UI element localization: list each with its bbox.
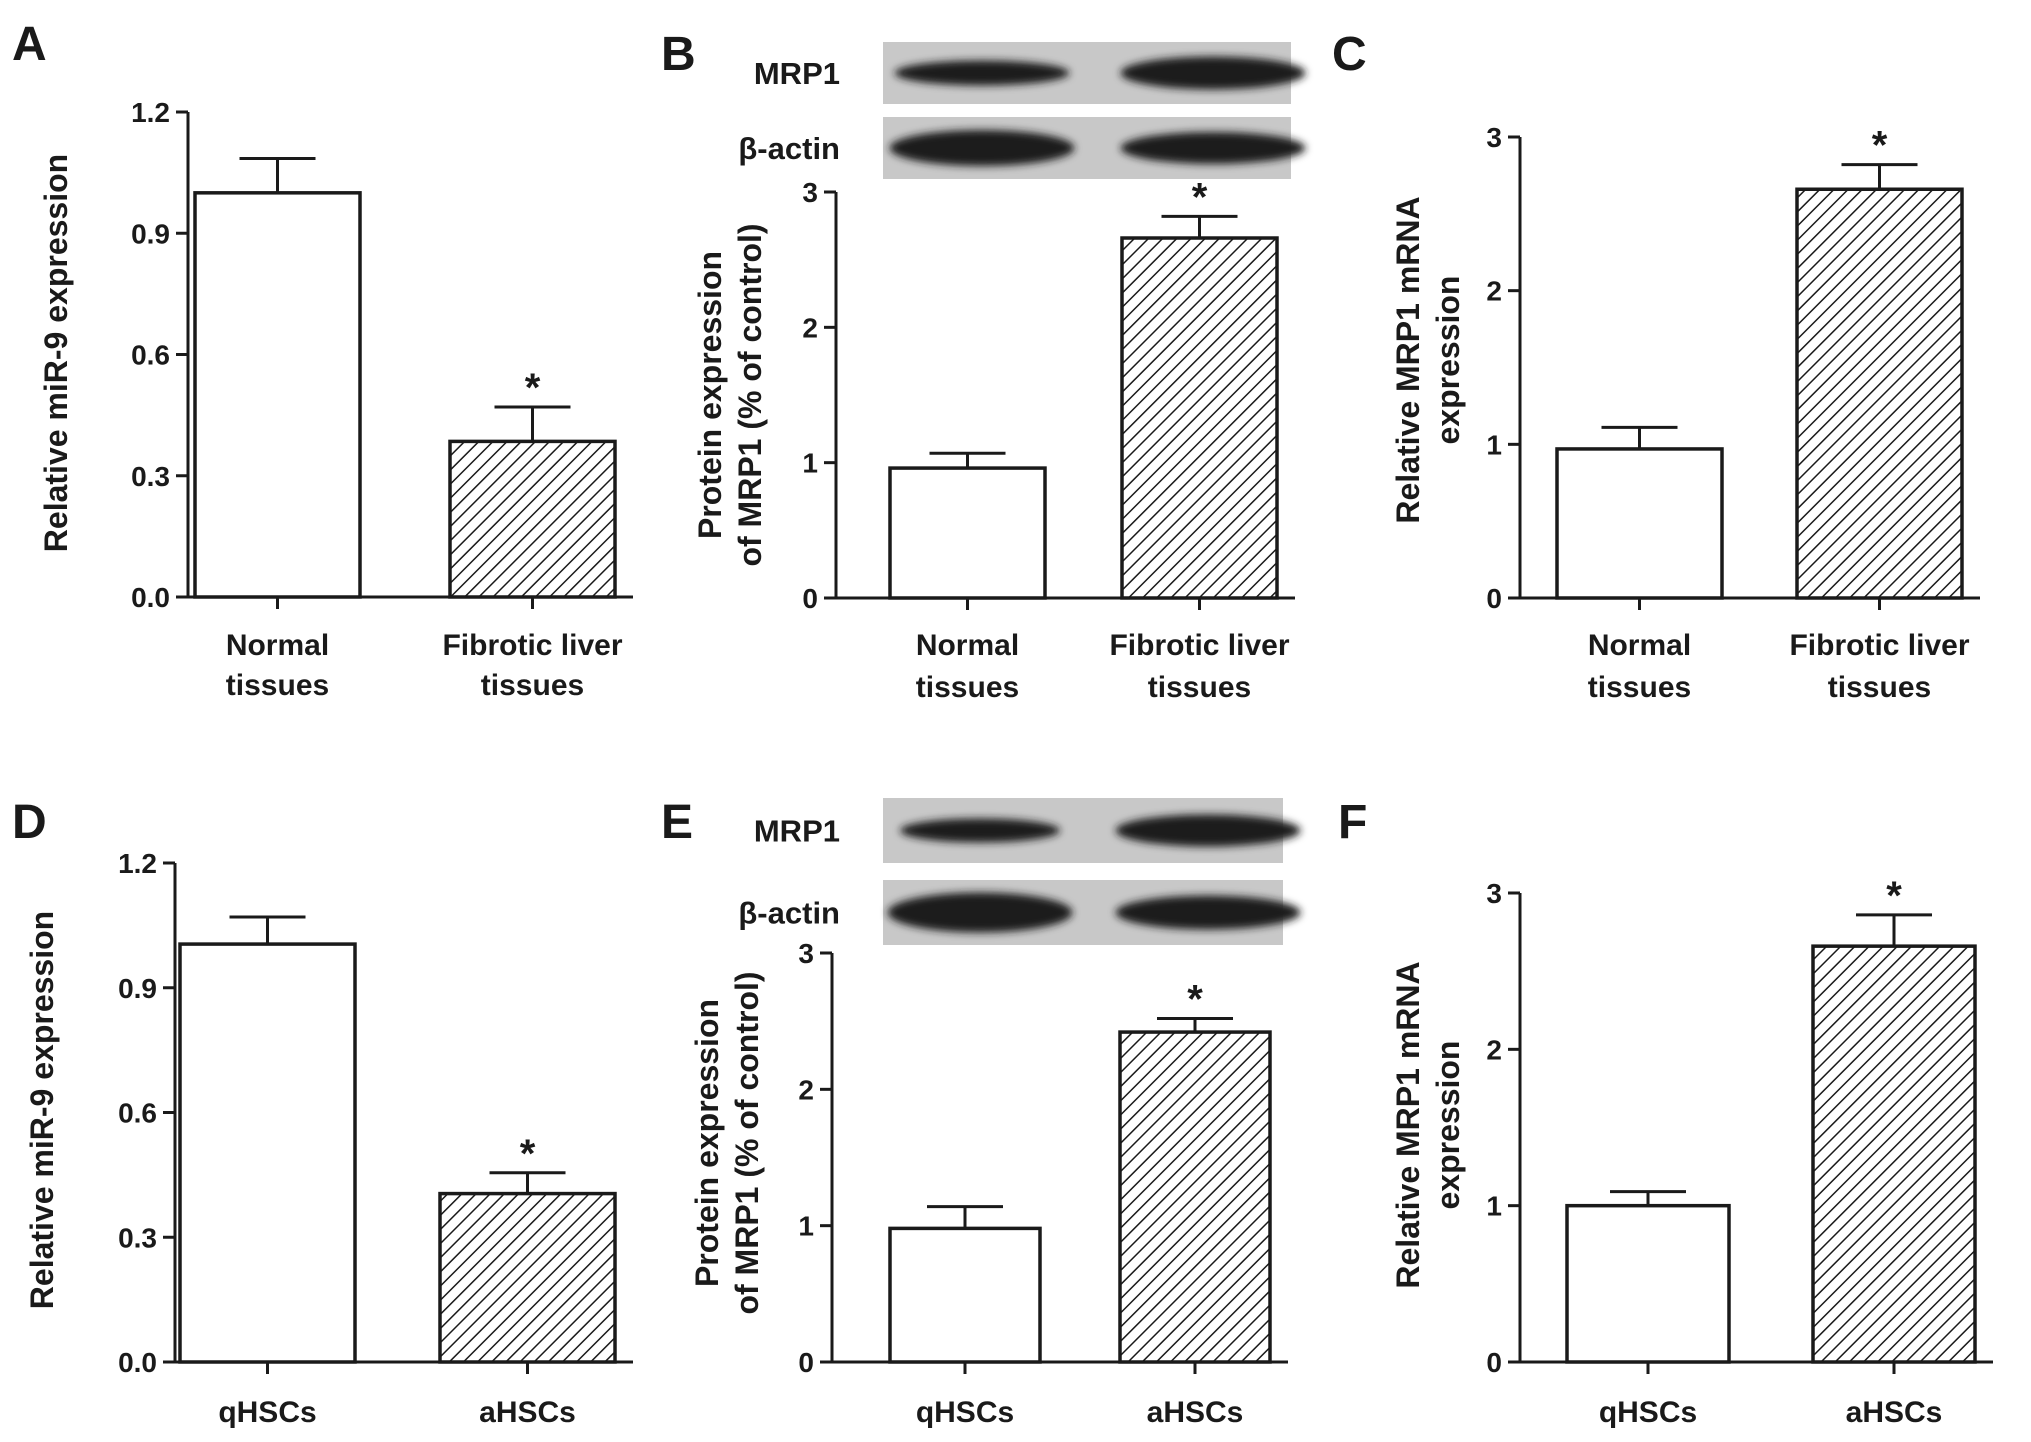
panel-letter: C [1332,28,1367,81]
blot-label: MRP1 [754,56,840,91]
bar [888,1226,1042,1364]
category-label: tissues [1828,671,1931,704]
y-tick-label: 0.6 [131,340,170,371]
y-axis-label: expression [1430,276,1466,445]
bar [1795,187,1964,600]
category-label: qHSCs [916,1396,1014,1429]
panel-letter: B [661,28,696,81]
significance-marker: * [1187,977,1203,1021]
panel-b: B MRP1 β-actin 0 1 2 3 Protein expression of MRP… [661,28,1306,704]
category-label: tissues [1588,671,1691,704]
y-axis-label: Relative miR-9 expression [38,154,74,552]
category-label: tissues [226,669,329,702]
blot-band [1120,56,1306,90]
y-tick-label: 0.3 [118,1222,157,1253]
category-label: aHSCs [1147,1396,1244,1429]
y-axis-label: Relative MRP1 mRNA [1390,196,1426,523]
significance-marker: * [525,366,541,410]
y-tick-label: 0 [798,1347,814,1378]
y-tick-label: 0.3 [131,461,170,492]
bar [1555,447,1724,600]
y-tick-label: 3 [1486,122,1502,153]
panel-letter: A [12,18,47,71]
y-tick-label: 0.0 [131,582,170,613]
y-axis-label: Protein expression [692,251,728,539]
y-tick-label: 1 [802,448,818,479]
category-label: Normal [1588,629,1691,662]
category-label: aHSCs [1846,1396,1943,1429]
y-tick-label: 3 [1486,878,1502,909]
category-label: qHSCs [1599,1396,1697,1429]
panel-d: D 0.0 0.3 0.6 0.9 1.2 Relative miR-9 expressio… [12,796,633,1429]
bar [193,191,362,599]
panel-e: E MRP1 β-actin 0 1 2 3 Protein expression of MRP… [661,796,1301,1429]
y-tick-label: 0.0 [118,1347,157,1378]
y-tick-label: 3 [798,938,814,969]
blot-label: β-actin [738,896,840,931]
y-tick-label: 2 [798,1074,814,1105]
panel-f: F 0 1 2 3 Relative MRP1 mRNA expression qHSCs aH… [1338,796,1993,1429]
category-label: Fibrotic liver [1789,629,1969,662]
bar [178,942,357,1364]
y-tick-label: 0 [1486,1347,1502,1378]
blot-label: MRP1 [754,814,840,849]
y-axis-label: Protein expression [689,999,725,1287]
y-tick-label: 2 [1486,276,1502,307]
y-axis-label: of MRP1 (% of control) [732,223,768,566]
y-tick-label: 0 [1486,583,1502,614]
significance-marker: * [520,1132,536,1176]
bar [1811,944,1977,1364]
y-tick-label: 0.9 [131,218,170,249]
y-tick-label: 0.9 [118,973,157,1004]
blot-band [889,130,1075,166]
y-tick-label: 1 [1486,429,1502,460]
bar [1120,236,1279,600]
category-label: Fibrotic liver [1109,629,1289,662]
category-label: Fibrotic liver [442,629,622,662]
y-tick-label: 1.2 [118,848,157,879]
bar [1565,1203,1731,1364]
bar [888,466,1047,600]
y-tick-label: 1 [1486,1191,1502,1222]
significance-marker: * [1192,175,1208,219]
bar [438,1191,617,1364]
category-label: tissues [916,671,1019,704]
y-tick-label: 2 [802,312,818,343]
y-tick-label: 1 [798,1211,814,1242]
significance-marker: * [1886,874,1902,918]
y-axis-label: of MRP1 (% of control) [729,971,765,1314]
y-tick-label: 1.2 [131,97,170,128]
category-label: tissues [481,669,584,702]
category-label: Normal [226,629,329,662]
blot-band [900,818,1060,843]
y-tick-label: 0 [802,583,818,614]
blot-label: β-actin [738,131,840,166]
panel-c: C 0 1 2 3 Relative MRP1 mRNA expression Normal t… [1332,28,1980,704]
blot-band [1115,895,1301,930]
y-tick-label: 3 [802,177,818,208]
significance-marker: * [1872,124,1888,168]
panel-letter: D [12,796,47,849]
y-tick-label: 2 [1486,1034,1502,1065]
panel-letter: F [1338,796,1367,849]
y-axis-label: expression [1430,1041,1466,1210]
category-label: Normal [916,629,1019,662]
category-label: tissues [1148,671,1251,704]
blot-band [887,892,1073,933]
blot-band [1120,132,1306,164]
bar [1118,1030,1272,1364]
blot-band [1115,814,1301,847]
panel-letter: E [661,796,693,849]
y-axis-label: Relative MRP1 mRNA [1390,961,1426,1288]
bar [448,439,617,599]
y-tick-label: 0.6 [118,1098,157,1129]
panel-a: A 0.0 0.3 0.6 0.9 1.2 Relative miR-9 expressio… [12,18,633,702]
blot-band [894,60,1070,86]
category-label: aHSCs [479,1396,576,1429]
y-axis-label: Relative miR-9 expression [24,911,60,1309]
category-label: qHSCs [218,1396,316,1429]
